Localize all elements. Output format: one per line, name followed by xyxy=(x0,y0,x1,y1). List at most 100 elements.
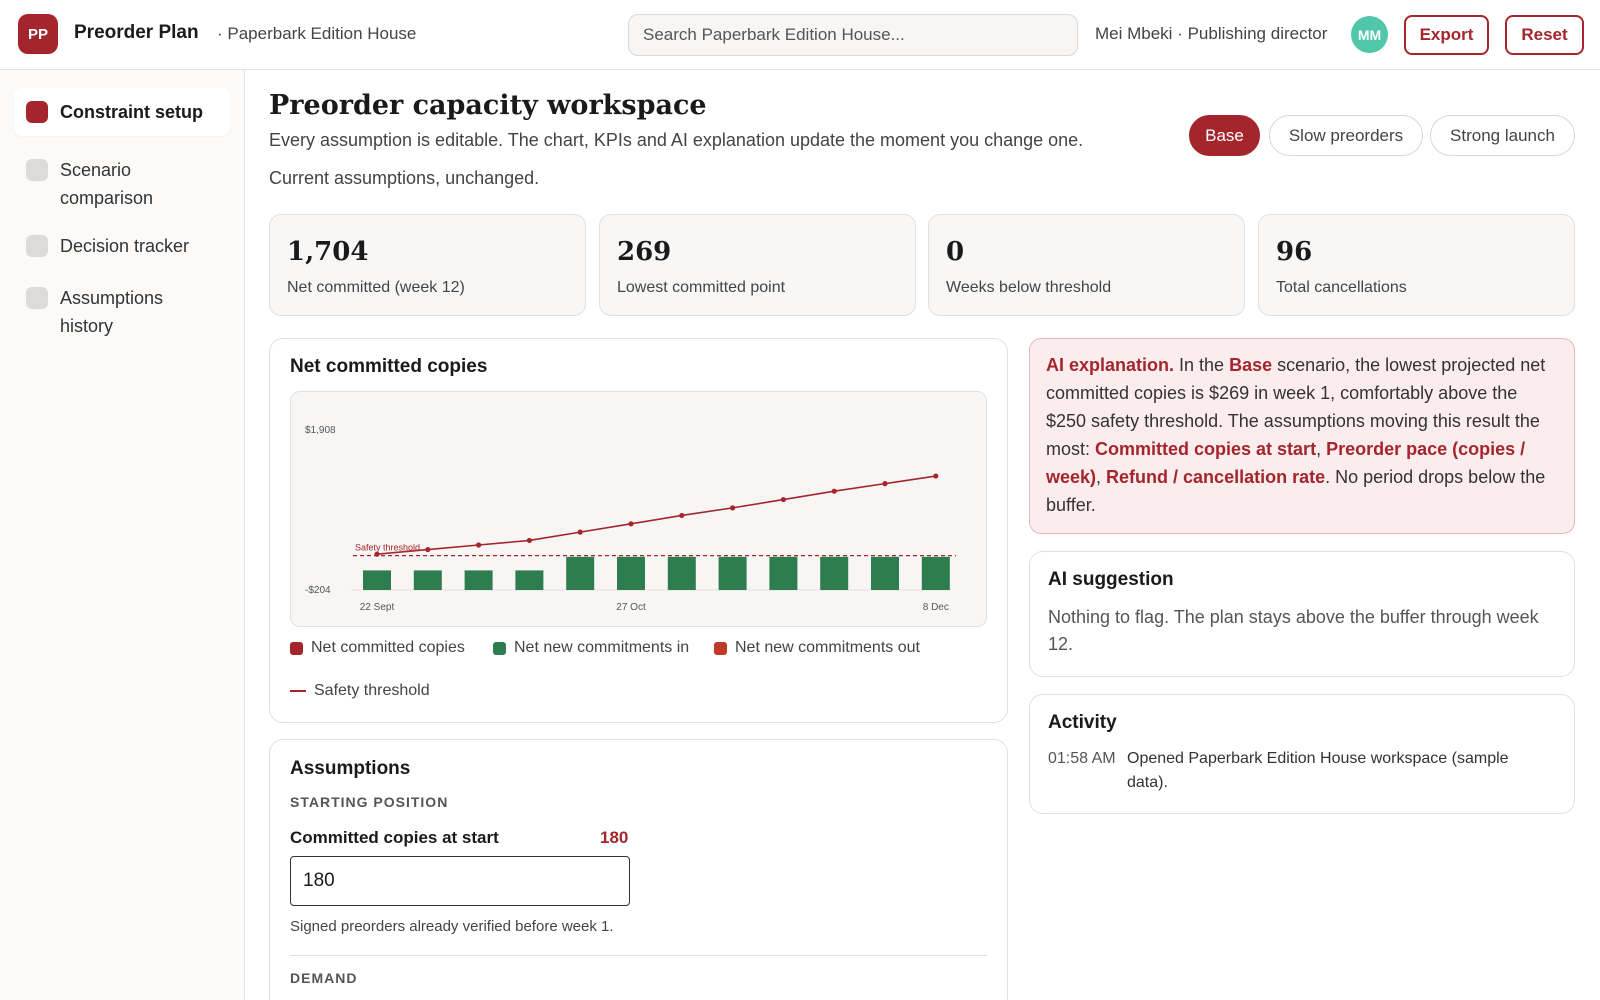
bar-in xyxy=(363,570,391,590)
legend-label: Net new commitments in xyxy=(514,639,690,656)
kpi-card: 1,704 Net committed (week 12) xyxy=(269,214,586,316)
sidebar-item-constraint-setup[interactable]: Constraint setup xyxy=(14,88,230,136)
ai-suggestion-title: AI suggestion xyxy=(1048,569,1174,590)
ai-explanation-lead: AI explanation. xyxy=(1046,355,1175,375)
page-title: Preorder capacity workspace xyxy=(269,90,707,121)
committed-copies-help: Signed preorders already verified before… xyxy=(290,918,614,935)
committed-copies-input[interactable] xyxy=(290,856,630,906)
x-tick-label: 27 Oct xyxy=(616,602,646,613)
scenario-pill-base[interactable]: Base xyxy=(1189,115,1260,156)
section-label-demand: DEMAND xyxy=(290,970,358,986)
net-committed-line xyxy=(376,475,936,555)
scenario-pill-slow-preorders[interactable]: Slow preorders xyxy=(1269,115,1423,156)
line-point xyxy=(425,546,431,553)
chart-area: $1,908 -$204 Safety threshold 22 Sept 27 Oct… xyxy=(290,391,987,627)
kpi-card: 96 Total cancellations xyxy=(1258,214,1575,316)
top-bar: PP Preorder Plan · Paperbark Edition Hou… xyxy=(0,0,1600,70)
bar-in xyxy=(566,556,595,590)
nav-dot-icon xyxy=(26,235,48,257)
section-label-starting-position: STARTING POSITION xyxy=(290,794,449,810)
legend-item-threshold: Safety threshold xyxy=(290,682,430,700)
y-tick-label: -$204 xyxy=(305,585,331,596)
chart-card: Net committed copies $1,908 -$204 Safety t… xyxy=(269,338,1008,723)
legend-swatch xyxy=(290,641,303,655)
app-logo[interactable]: PP xyxy=(18,14,58,54)
sidebar-item-label: Assumptions history xyxy=(60,288,164,336)
legend-label: Net committed copies xyxy=(311,639,465,656)
sidebar-item-decision-tracker[interactable]: Decision tracker xyxy=(14,222,230,270)
activity-card: Activity 01:58 AM Opened Paperbark Editi… xyxy=(1029,694,1575,814)
kpi-label: Total cancellations xyxy=(1276,279,1407,296)
org-name: · Paperbark Edition House xyxy=(217,24,417,43)
kpi-value: 1,704 xyxy=(287,237,369,267)
kpi-card: 0 Weeks below threshold xyxy=(928,214,1245,316)
sidebar-item-label: Scenario comparison xyxy=(60,160,154,208)
ai-explanation-part: scenario, the lowest projected net commi… xyxy=(1046,355,1546,459)
activity-title: Activity xyxy=(1048,712,1117,733)
bar-in xyxy=(921,556,950,590)
ai-explanation-driver: Refund / cancellation rate xyxy=(1106,467,1326,487)
ai-explanation-card: AI explanation. In the Base scenario, th… xyxy=(1029,338,1575,534)
sidebar: Constraint setup Scenario comparison Dec… xyxy=(0,70,245,1000)
legend-line xyxy=(290,690,306,692)
line-point xyxy=(577,529,583,535)
reset-button[interactable]: Reset xyxy=(1505,15,1584,55)
legend-item-line: Net committed copies xyxy=(290,639,465,657)
bar-in xyxy=(617,556,645,590)
bar-in xyxy=(464,570,493,590)
bar-in xyxy=(413,570,442,590)
search-input[interactable] xyxy=(628,14,1078,56)
sidebar-item-scenario-comparison[interactable]: Scenario comparison xyxy=(14,146,230,222)
ai-explanation-separator: , xyxy=(1096,467,1107,487)
sidebar-item-label: Decision tracker xyxy=(60,236,190,256)
legend-item-in: Net new commitments in xyxy=(493,639,689,657)
avatar[interactable]: MM xyxy=(1351,16,1388,53)
line-point xyxy=(628,521,634,527)
legend-label: Safety threshold xyxy=(314,682,430,699)
line-point xyxy=(882,481,888,487)
bar-in xyxy=(515,570,544,590)
kpi-card: 269 Lowest committed point xyxy=(599,214,916,316)
line-point xyxy=(780,496,786,503)
bar-in xyxy=(667,556,696,590)
ai-suggestion-card: AI suggestion Nothing to flag. The plan … xyxy=(1029,551,1575,677)
net-committed-chart: $1,908 -$204 Safety threshold 22 Sept 27 Oct… xyxy=(305,425,956,613)
legend-label: Net new commitments out xyxy=(735,639,920,656)
ai-explanation-part: In the xyxy=(1174,355,1230,375)
nav-dot-icon xyxy=(26,159,48,181)
threshold-label: Safety threshold xyxy=(355,543,420,553)
assumptions-title: Assumptions xyxy=(290,758,411,779)
kpi-value: 269 xyxy=(617,237,672,267)
export-button[interactable]: Export xyxy=(1404,15,1489,55)
ai-explanation-text: AI explanation. In the Base scenario, th… xyxy=(1046,351,1561,519)
line-point xyxy=(831,488,837,494)
sidebar-item-assumptions-history[interactable]: Assumptions history xyxy=(14,274,230,350)
app-title: Preorder Plan xyxy=(74,22,199,43)
user-label: Mei Mbeki · Publishing director xyxy=(1095,24,1328,43)
assumptions-card: Assumptions STARTING POSITION Committed … xyxy=(269,739,1008,1000)
bar-in xyxy=(718,556,747,590)
ai-explanation-separator: , xyxy=(1316,439,1327,459)
committed-copies-label: Committed copies at start xyxy=(290,828,499,847)
ai-explanation-driver: Preorder pace (copies / week) xyxy=(1046,439,1526,487)
y-tick-label: $1,908 xyxy=(305,425,336,436)
line-point xyxy=(374,551,380,557)
ai-explanation-driver: Committed copies at start xyxy=(1095,439,1317,459)
activity-text: Opened Paperbark Edition House workspace… xyxy=(1127,750,1509,791)
line-point xyxy=(679,512,685,519)
scenario-pill-strong-launch[interactable]: Strong launch xyxy=(1430,115,1575,156)
divider xyxy=(290,955,987,956)
kpi-label: Net committed (week 12) xyxy=(287,279,465,296)
kpi-label: Weeks below threshold xyxy=(946,279,1112,296)
kpi-value: 0 xyxy=(946,237,965,267)
line-point xyxy=(526,537,532,544)
committed-copies-value: 180 xyxy=(600,828,629,847)
kpi-label: Lowest committed point xyxy=(617,279,786,296)
x-tick-label: 22 Sept xyxy=(360,602,395,613)
ai-explanation-part: . No period drops below the buffer. xyxy=(1046,467,1546,515)
kpi-value: 96 xyxy=(1276,237,1313,267)
legend-swatch xyxy=(714,641,727,655)
legend-swatch xyxy=(493,641,506,655)
line-point xyxy=(933,473,939,479)
page-subtitle: Every assumption is editable. The chart,… xyxy=(269,130,1084,150)
